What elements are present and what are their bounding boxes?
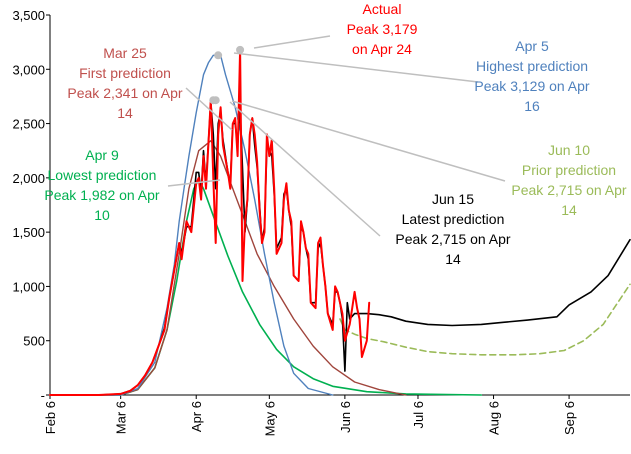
x-tick-label: May 6 [262,401,277,436]
callout-actual-text: Peak 3,179 [347,21,418,37]
x-tick-label: Apr 6 [189,401,204,432]
callout-latest-text: Latest prediction [402,211,505,227]
callout-highest-text: Highest prediction [476,58,588,74]
x-tick-label: Aug 6 [487,401,502,435]
callout-actual-leader [253,35,331,49]
callout-actual-text: on Apr 24 [352,41,412,57]
series-prior-line [339,283,631,356]
y-tick-label: 3,500 [12,8,45,23]
callout-highest-text: Peak 3,129 on Apr [474,78,590,94]
chart-series [49,48,631,396]
peak-marker-actual [236,45,245,54]
callout-prior-leader [231,100,506,182]
x-tick-label: Mar 6 [114,401,129,434]
y-tick-label: 3,000 [12,62,45,77]
callout-latest-text: 14 [445,251,461,267]
callout-lowest-text: Peak 1,982 on Apr [44,187,160,203]
x-tick-label: Feb 6 [43,401,58,434]
y-tick-label: - [41,388,45,403]
y-tick-label: 500 [23,334,45,349]
peak-marker-highest [214,51,223,60]
callout-lowest-text: 10 [94,207,110,223]
callout-latest-leader [229,101,381,237]
callout-highest-text: 16 [524,98,540,114]
peak-marker-latest [209,96,218,105]
callout-prior-text: Prior prediction [522,162,616,178]
x-tick-label: Sep 6 [562,401,577,435]
callout-first-text: Peak 2,341 on Apr [67,85,183,101]
callout-first-text: Mar 25 [103,45,147,61]
callout-first-leader [185,87,233,131]
callout-lowest-text: Apr 9 [85,147,119,163]
y-tick-label: 1,500 [12,225,45,240]
y-tick-label: 1,000 [12,279,45,294]
series-first-line [49,140,407,396]
callout-actual-text: Actual [363,1,402,17]
callout-prior-text: 14 [561,202,577,218]
series-actual-line [49,48,371,396]
y-tick-label: 2,000 [12,171,45,186]
callout-first-text: First prediction [79,65,171,81]
y-tick-label: 2,500 [12,117,45,132]
series-latest-line [49,101,631,396]
callout-highest-text: Apr 5 [515,38,549,54]
callout-first-text: 14 [117,105,133,121]
callout-prior-text: Peak 2,715 on Apr [511,182,627,198]
chart-callouts: Actual Peak 3,179 on Apr 24 Apr 5 Highest pr… [44,1,627,267]
callout-prior-text: Jun 10 [548,142,590,158]
callout-lowest-text: Lowest prediction [48,167,157,183]
callout-lowest-leader [167,179,221,187]
x-tick-label: Jul 6 [411,401,426,428]
callout-highest-leader [233,52,479,83]
chart-axes: - 500 1,000 1,500 2,000 2,500 3,000 3,500 Feb 6 M… [12,8,630,436]
x-tick-label: Jun 6 [338,401,353,433]
callout-latest-text: Peak 2,715 on Apr [395,231,511,247]
callout-latest-text: Jun 15 [432,191,474,207]
series-highest-line [49,54,334,396]
